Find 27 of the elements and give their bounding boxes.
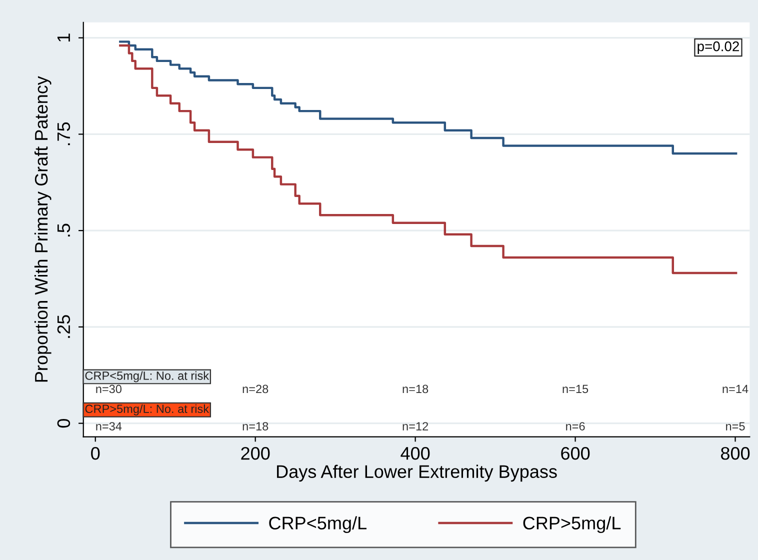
annotation: n=14	[722, 384, 748, 394]
x-tick-label: 800	[720, 447, 750, 460]
annotation: n=5	[726, 422, 745, 430]
annotation: n=34	[96, 422, 122, 430]
annotation: n=18	[242, 422, 268, 430]
annotation: n=28	[242, 384, 268, 394]
annotation: n=12	[402, 422, 428, 430]
x-tick-label: 200	[241, 447, 270, 460]
y-tick-label: 0	[57, 418, 70, 428]
y-tick-label: .25	[57, 315, 70, 338]
annotation: n=6	[566, 422, 585, 430]
annotation: CRP<5mg/L: No. at risk	[85, 371, 210, 382]
annotation: p=0.02	[698, 41, 739, 54]
x-tick-label: 400	[400, 447, 430, 460]
y-tick-label: .5	[57, 224, 70, 236]
legend-label: CRP<5mg/L	[269, 516, 366, 534]
annotation: n=18	[402, 384, 428, 394]
annotation: CRP>5mg/L: No. at risk	[85, 404, 210, 416]
y-tick-label: .75	[57, 122, 70, 146]
annotation: n=15	[562, 384, 588, 394]
x-axis-title: Days After Lower Extremity Bypass	[277, 464, 557, 482]
legend-label: CRP>5mg/L	[523, 516, 621, 534]
y-axis-title: Proportion With Primary Graft Patency	[34, 76, 52, 382]
y-tick-label: 1	[57, 34, 70, 42]
x-tick-label: 0	[91, 447, 100, 460]
annotation: n=30	[96, 384, 122, 394]
x-tick-label: 600	[561, 447, 590, 460]
